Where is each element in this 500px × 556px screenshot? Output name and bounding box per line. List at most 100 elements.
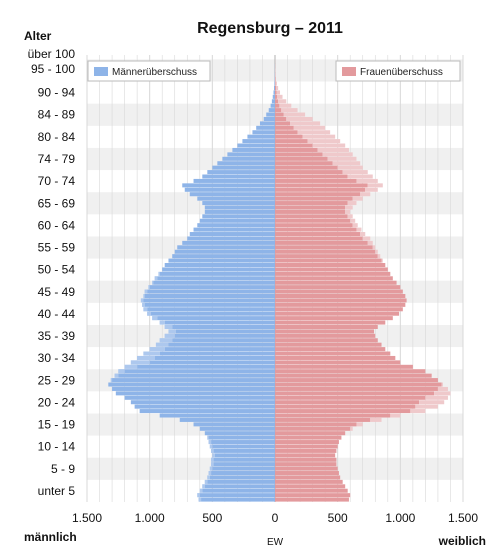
bar-female-surplus: [415, 404, 438, 409]
bar-female: [275, 223, 353, 228]
bar-male: [222, 156, 275, 161]
bar-female-surplus: [347, 201, 357, 206]
bar-male: [112, 386, 275, 391]
bar-female: [275, 475, 341, 480]
bar-male-surplus-shade: [207, 475, 210, 480]
bar-female: [275, 139, 308, 144]
bar-female: [275, 170, 343, 175]
bar-male-surplus-shade: [140, 298, 144, 303]
bar-female-surplus: [370, 417, 382, 422]
bar-male: [168, 258, 275, 263]
y-tick-label: 30 - 34: [38, 351, 76, 365]
bar-male: [213, 457, 275, 462]
bar-male: [179, 417, 275, 422]
bar-female-surplus: [275, 81, 277, 86]
bar-female: [275, 116, 287, 121]
bar-male-surplus-shade: [197, 493, 200, 498]
bar-male: [272, 94, 275, 99]
bar-female: [275, 147, 318, 152]
bar-female: [275, 320, 386, 325]
bar-female: [275, 85, 277, 91]
bar-male: [211, 440, 275, 445]
bar-female-surplus: [350, 426, 353, 431]
bar-male-surplus-shade: [164, 324, 173, 329]
bar-female-surplus: [356, 422, 363, 427]
bar-male-surplus-shade: [211, 457, 214, 462]
bar-male: [134, 404, 275, 409]
y-tick-label: 15 - 19: [38, 418, 76, 432]
bar-female: [275, 214, 348, 219]
bar-male-surplus-shade: [110, 378, 113, 383]
bar-male: [187, 236, 275, 241]
bar-male-surplus-shade: [211, 462, 214, 467]
bar-female: [275, 373, 432, 378]
bar-female: [275, 134, 303, 139]
y-tick-label: 50 - 54: [38, 263, 76, 277]
bar-male: [189, 232, 275, 237]
bar-female-surplus: [276, 90, 281, 95]
bar-male: [159, 413, 275, 418]
bar-male: [174, 249, 275, 254]
legend-male-surplus-box: [87, 60, 211, 82]
female-label: weiblich: [438, 534, 486, 548]
bar-male: [273, 90, 275, 95]
bar-male: [199, 218, 275, 223]
bar-female: [275, 422, 357, 427]
bar-male-surplus-shade: [208, 440, 212, 445]
bar-female: [275, 232, 361, 237]
bar-female: [275, 218, 351, 223]
bar-female-surplus: [356, 227, 362, 232]
y-tick-label: 10 - 14: [38, 440, 76, 454]
bar-male-surplus-shade: [143, 351, 160, 356]
x-tick-label: 500: [202, 511, 222, 525]
bar-female-surplus: [327, 156, 357, 161]
bar-male-surplus-shade: [143, 307, 148, 312]
legend-male-surplus-label: Männerüberschuss: [112, 67, 197, 78]
bar-female: [275, 174, 348, 179]
bar-male: [208, 435, 275, 440]
bar-male-surplus-shade: [208, 471, 212, 476]
bar-male: [172, 324, 275, 329]
bar-female-surplus: [367, 183, 383, 188]
bar-male: [164, 263, 275, 268]
bar-female: [275, 307, 403, 312]
bar-male: [199, 426, 275, 431]
bar-male: [112, 378, 275, 383]
bar-female-surplus: [360, 192, 371, 197]
y-tick-label: 74 - 79: [38, 152, 76, 166]
bar-female-surplus: [352, 196, 363, 201]
bar-female-surplus: [322, 152, 353, 157]
bar-male: [271, 99, 275, 104]
bar-male: [162, 267, 275, 272]
bar-male: [268, 108, 275, 113]
bar-male: [217, 161, 275, 166]
y-tick-label: 45 - 49: [38, 285, 76, 299]
x-tick-labels: 1.500 1.000 500 0 500 1.000 1.500: [72, 511, 478, 525]
x-tick-label: 1.500: [72, 511, 102, 525]
bar-female-surplus: [356, 178, 378, 183]
bar-male: [149, 285, 275, 290]
bar-female-surplus: [362, 236, 371, 241]
bar-male: [207, 479, 275, 484]
bar-female-surplus: [345, 205, 353, 210]
x-unit-label: EW: [267, 537, 284, 548]
bar-male: [168, 342, 275, 347]
bar-male: [124, 369, 275, 374]
bar-male: [147, 289, 275, 294]
bar-male-surplus-shade: [114, 373, 119, 378]
bar-female-surplus: [281, 108, 298, 113]
y-tick-label: 35 - 39: [38, 329, 76, 343]
bar-female-surplus: [381, 258, 383, 263]
bar-male-surplus-shade: [130, 360, 150, 365]
y-tick-label: 20 - 24: [38, 395, 76, 409]
bar-female-surplus: [434, 391, 451, 396]
bar-male-surplus-shade: [159, 320, 165, 325]
bar-male: [139, 409, 275, 414]
bar-female: [275, 245, 373, 250]
bar-female: [275, 165, 338, 170]
bar-male-surplus-shade: [124, 364, 138, 369]
bar-male-surplus-shade: [158, 271, 160, 276]
bar-male: [197, 196, 275, 201]
bar-male: [172, 338, 275, 343]
bar-male: [211, 471, 275, 476]
